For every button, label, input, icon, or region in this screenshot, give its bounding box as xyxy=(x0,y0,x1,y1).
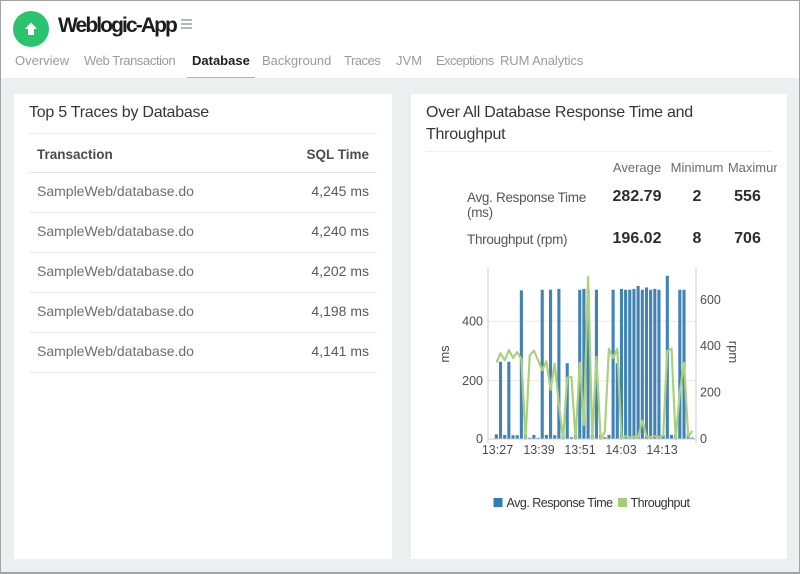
svg-text:0: 0 xyxy=(476,432,483,446)
svg-text:400: 400 xyxy=(462,314,483,328)
svg-text:ms: ms xyxy=(437,345,452,363)
svg-text:0: 0 xyxy=(700,432,707,446)
svg-text:13:51: 13:51 xyxy=(564,443,595,457)
svg-text:14:03: 14:03 xyxy=(605,443,636,457)
svg-text:600: 600 xyxy=(700,293,721,307)
svg-text:Avg. Response Time: Avg. Response Time xyxy=(507,496,614,510)
svg-text:400: 400 xyxy=(700,339,721,353)
svg-text:14:13: 14:13 xyxy=(646,443,677,457)
svg-text:200: 200 xyxy=(700,386,721,400)
svg-text:200: 200 xyxy=(462,374,483,388)
svg-text:Throughput: Throughput xyxy=(631,496,691,510)
svg-text:13:27: 13:27 xyxy=(482,443,513,457)
svg-text:13:39: 13:39 xyxy=(523,443,554,457)
svg-text:rpm: rpm xyxy=(726,341,741,363)
